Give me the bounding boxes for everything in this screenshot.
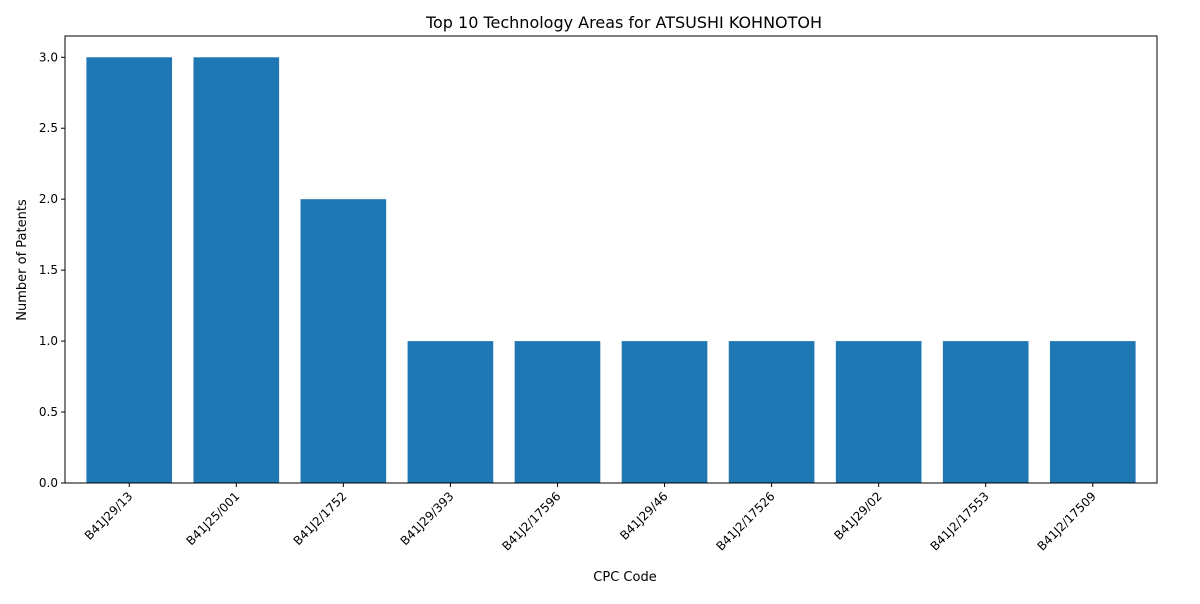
- bar-B41J25/001: [193, 57, 279, 483]
- y-tick-label: 2.0: [39, 192, 58, 206]
- bar-B41J2/17553: [943, 341, 1029, 483]
- y-axis: 0.0 0.5 1.0 1.5 2.0 2.5 3.0: [39, 50, 65, 490]
- x-tick-label: B41J2/1752: [291, 489, 350, 548]
- x-tick-label: B41J2/17596: [499, 489, 563, 553]
- chart-title: Top 10 Technology Areas for ATSUSHI KOHN…: [425, 13, 822, 32]
- x-tick-label: B41J29/02: [831, 489, 884, 542]
- bar-B41J29/13: [86, 57, 172, 483]
- y-tick-label: 1.5: [39, 263, 58, 277]
- bar-B41J29/393: [408, 341, 494, 483]
- y-tick-label: 0.0: [39, 476, 58, 490]
- bar-B41J2/17509: [1050, 341, 1136, 483]
- y-axis-label: Number of Patents: [15, 199, 30, 321]
- x-tick-label: B41J25/001: [184, 489, 243, 548]
- x-axis: B41J29/13 B41J25/001 B41J2/1752 B41J29/393 B…: [82, 483, 1099, 554]
- x-tick-label: B41J29/46: [617, 489, 670, 542]
- bar-B41J2/1752: [301, 199, 387, 483]
- bar-B41J29/46: [622, 341, 708, 483]
- y-tick-label: 1.0: [39, 334, 58, 348]
- x-tick-label: B41J29/393: [398, 489, 457, 548]
- bar-B41J2/17596: [515, 341, 601, 483]
- x-tick-label: B41J2/17526: [713, 489, 777, 553]
- bar-B41J29/02: [836, 341, 922, 483]
- x-tick-label: B41J2/17509: [1035, 489, 1099, 553]
- x-tick-label: B41J2/17553: [928, 489, 992, 553]
- bar-B41J2/17526: [729, 341, 815, 483]
- y-tick-label: 3.0: [39, 50, 58, 64]
- y-tick-label: 0.5: [39, 405, 58, 419]
- x-axis-label: CPC Code: [593, 570, 656, 585]
- y-tick-label: 2.5: [39, 121, 58, 135]
- bars-layer: [86, 57, 1135, 483]
- x-tick-label: B41J29/13: [82, 489, 135, 542]
